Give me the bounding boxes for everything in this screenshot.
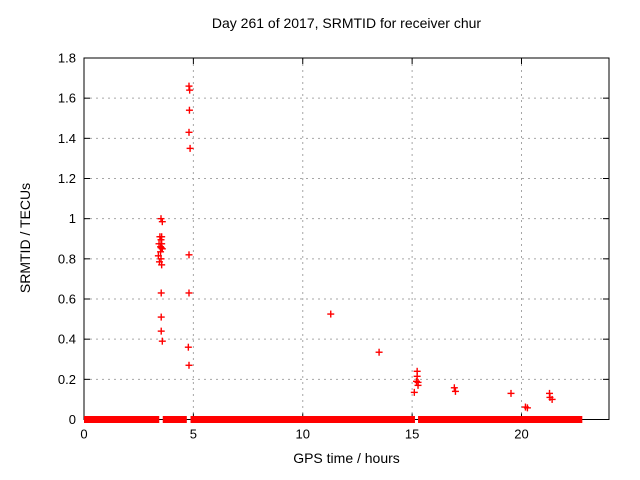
data-point-marker xyxy=(158,218,166,226)
y-tick-label: 0.4 xyxy=(58,332,76,347)
data-point-marker xyxy=(414,381,422,389)
chart-title: Day 261 of 2017, SRMTID for receiver chu… xyxy=(211,15,482,31)
y-tick-label: 0 xyxy=(69,412,76,427)
data-point-marker xyxy=(523,404,531,412)
data-point-marker xyxy=(157,248,165,256)
x-axis-label: GPS time / hours xyxy=(293,450,400,466)
x-tick-label: 5 xyxy=(190,427,197,442)
data-point-marker xyxy=(548,395,556,403)
y-tick-label: 1 xyxy=(69,211,76,226)
data-point-marker xyxy=(184,343,192,351)
x-tick-label: 20 xyxy=(514,427,528,442)
zero-band-segment xyxy=(190,416,415,423)
data-point-marker xyxy=(186,86,194,94)
y-tick-label: 1.6 xyxy=(58,91,76,106)
y-tick-label: 0.6 xyxy=(58,292,76,307)
data-point-marker xyxy=(185,106,193,114)
data-point-marker xyxy=(158,337,166,345)
data-point-marker xyxy=(327,310,335,318)
data-point-marker xyxy=(185,361,193,369)
data-point-marker xyxy=(157,327,165,335)
zero-band-segment xyxy=(418,416,583,423)
zero-band-segment xyxy=(84,416,160,423)
y-tick-label: 1.2 xyxy=(58,171,76,186)
data-point-marker xyxy=(157,289,165,297)
plot-border xyxy=(83,57,610,420)
data-point-marker xyxy=(186,144,194,152)
data-point-marker xyxy=(185,289,193,297)
data-point-marker xyxy=(185,128,193,136)
x-tick-label: 10 xyxy=(296,427,310,442)
x-tick-label: 15 xyxy=(405,427,419,442)
zero-band-segment xyxy=(162,416,187,423)
y-tick-label: 1.4 xyxy=(58,131,76,146)
data-point-marker xyxy=(185,251,193,259)
data-point-marker xyxy=(451,387,459,395)
y-tick-label: 0.8 xyxy=(58,251,76,266)
data-point-marker xyxy=(157,313,165,321)
data-point-marker xyxy=(507,389,515,397)
data-point-marker xyxy=(413,377,420,385)
x-tick-label: 0 xyxy=(80,427,87,442)
data-point-marker xyxy=(450,384,458,392)
data-point-marker xyxy=(410,388,418,396)
y-tick-label: 0.2 xyxy=(58,372,76,387)
y-tick-label: 1.8 xyxy=(58,51,76,66)
data-point-marker xyxy=(158,261,166,269)
data-point-marker xyxy=(375,348,383,356)
